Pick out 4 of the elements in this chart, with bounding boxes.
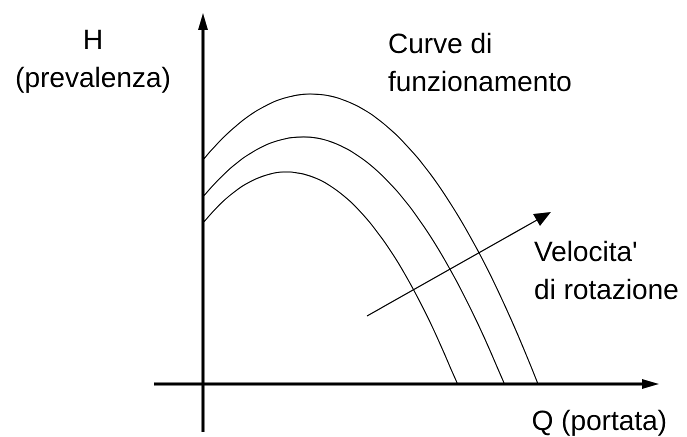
y-axis-title: H (prevalenza): [15, 24, 171, 93]
x-axis-title: Q (portata): [532, 405, 667, 436]
annotation: Velocita' di rotazione: [534, 236, 679, 305]
annotation: Curve di funzionamento: [388, 28, 572, 97]
